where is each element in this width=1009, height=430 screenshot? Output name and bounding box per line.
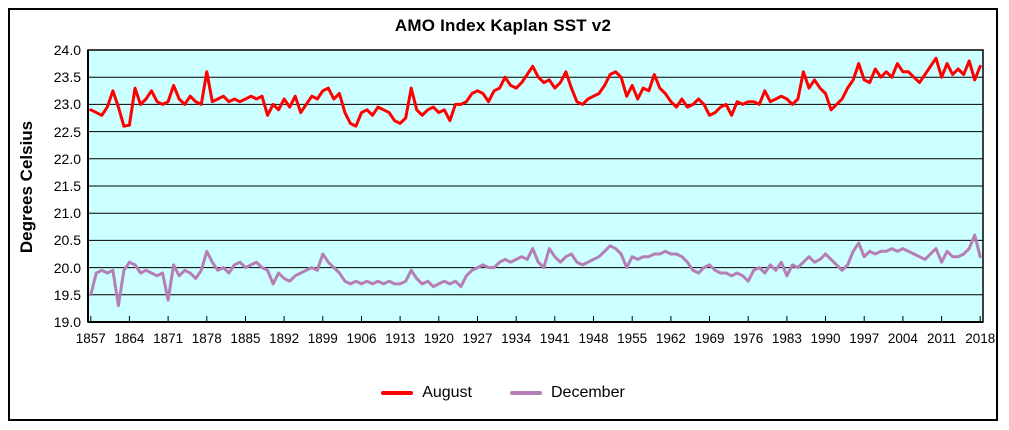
y-tick-label: 23.5 <box>53 69 81 86</box>
x-tick-label: 1969 <box>694 331 725 346</box>
y-tick-label: 19.0 <box>53 314 81 330</box>
x-tick-label: 1941 <box>539 331 570 346</box>
x-tick-label: 1990 <box>810 331 841 346</box>
legend-item-august: August <box>381 384 472 402</box>
x-tick-label: 1920 <box>423 331 454 346</box>
x-tick-label: 1927 <box>462 331 493 346</box>
series-line-august <box>89 56 982 128</box>
y-tick-label: 20.5 <box>53 232 81 249</box>
x-tick-label: 2004 <box>887 331 918 346</box>
legend-label-august: August <box>422 384 472 401</box>
legend: August December <box>8 384 998 402</box>
x-tick-label: 1857 <box>75 331 106 346</box>
x-tick-label: 1955 <box>617 331 648 346</box>
y-tick-label: 21.0 <box>53 205 81 222</box>
y-tick-label: 22.5 <box>53 123 81 140</box>
december-line-swatch <box>510 391 542 395</box>
y-tick-label: 22.0 <box>53 150 81 167</box>
x-tick-label: 1878 <box>191 331 222 346</box>
x-tick-label: 2011 <box>927 331 957 346</box>
x-tick-label: 1864 <box>114 331 145 346</box>
legend-label-december: December <box>551 384 625 401</box>
chart-title: AMO Index Kaplan SST v2 <box>394 16 612 35</box>
y-tick-label: 20.0 <box>53 259 81 276</box>
x-tick-label: 1906 <box>346 331 377 346</box>
x-tick-label: 1962 <box>655 331 686 346</box>
august-line-swatch <box>381 391 414 395</box>
y-tick-label: 21.5 <box>53 178 81 194</box>
x-tick-label: 1976 <box>733 331 764 346</box>
x-tick-label: 1948 <box>578 331 609 346</box>
y-tick-label: 24.0 <box>53 42 81 58</box>
x-tick-label: 1934 <box>501 331 532 346</box>
legend-item-december: December <box>510 384 625 402</box>
x-tick-label: 1871 <box>153 331 184 346</box>
x-tick-label: 1892 <box>269 331 300 346</box>
x-tick-label: 1983 <box>771 331 802 346</box>
y-tick-label: 23.0 <box>53 96 81 113</box>
x-tick-label: 1997 <box>849 331 880 346</box>
x-tick-label: 1899 <box>307 331 338 346</box>
y-tick-label: 19.5 <box>53 286 81 303</box>
x-tick-label: 1885 <box>230 331 261 346</box>
x-tick-label: 2018 <box>965 331 996 346</box>
series-line-december <box>89 233 982 308</box>
x-tick-label: 1913 <box>385 331 416 346</box>
